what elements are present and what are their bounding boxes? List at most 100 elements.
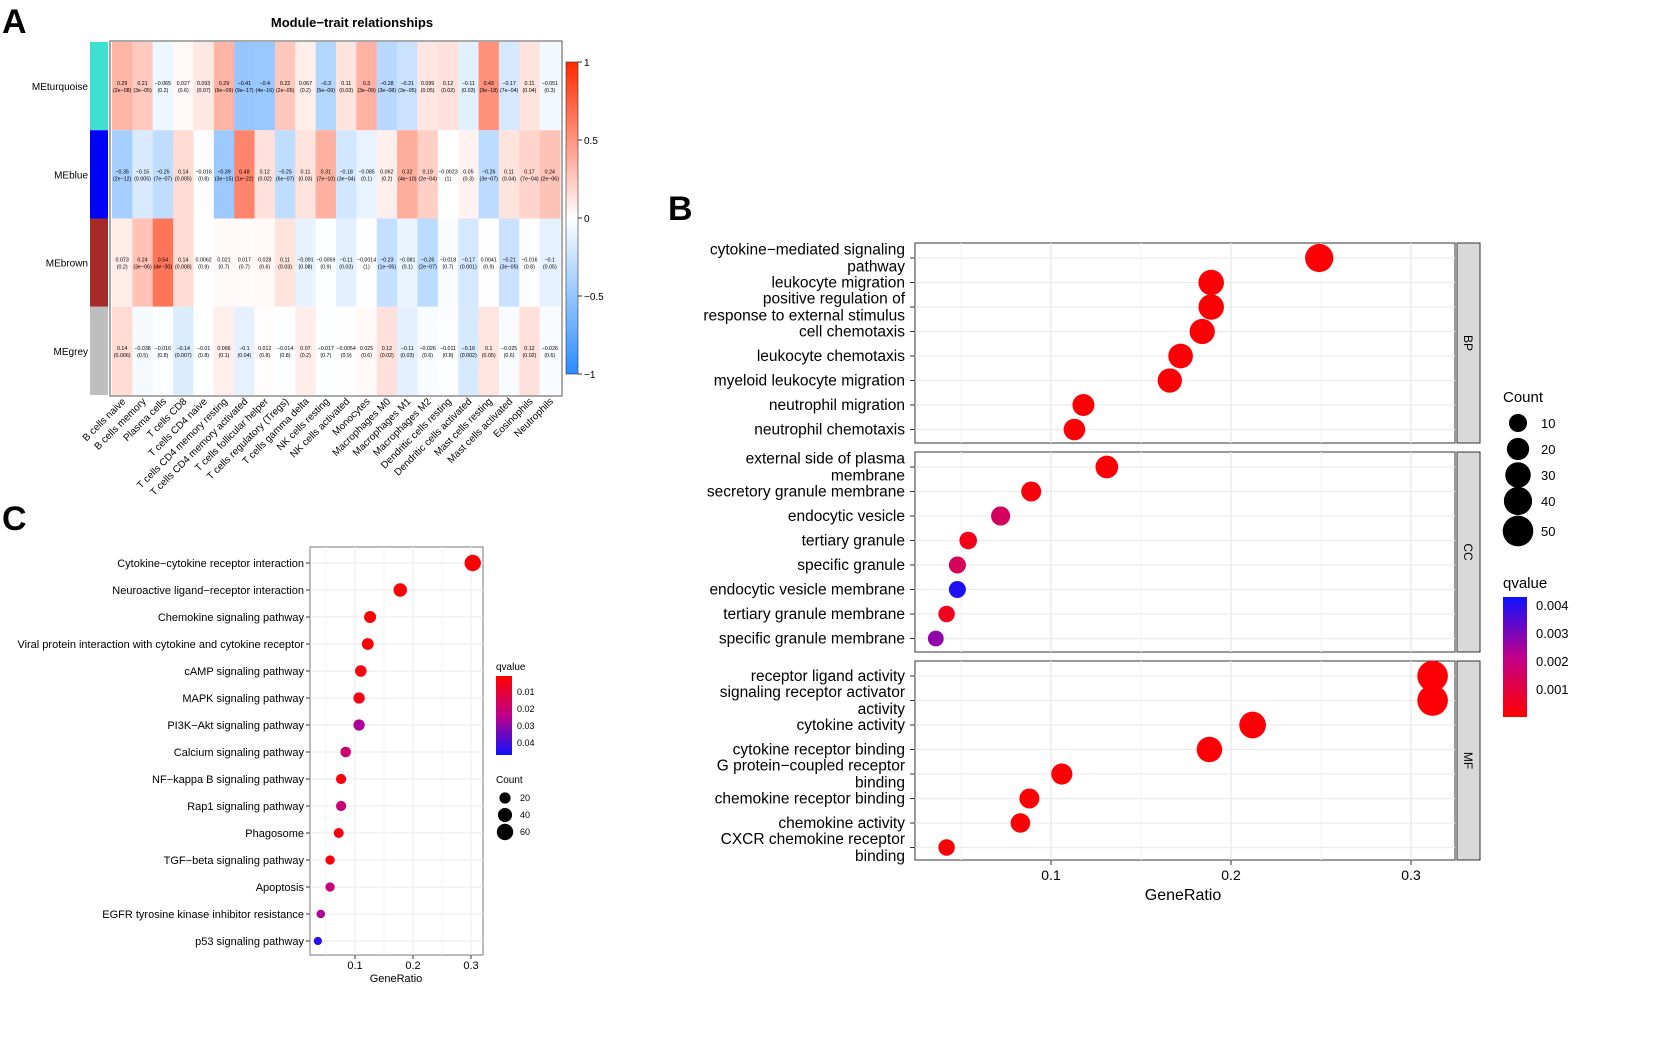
legend-qvalue-label: 0.004 bbox=[1536, 598, 1569, 613]
cell-pvalue: (0.02) bbox=[258, 176, 272, 182]
term-label: secretory granule membrane bbox=[707, 484, 905, 501]
legend-count-circle bbox=[1505, 462, 1531, 488]
term-label: chemokine activity bbox=[778, 815, 905, 832]
legend-qvalue-title: qvalue bbox=[1503, 575, 1547, 592]
legend-count-circle bbox=[1506, 437, 1530, 461]
cell-pvalue: (3e−05) bbox=[500, 265, 519, 271]
cell-pvalue: (3e−15) bbox=[215, 176, 234, 182]
cell-correlation: 0.021 bbox=[217, 258, 230, 264]
heatmap-cell bbox=[376, 42, 398, 131]
heatmap-cell bbox=[376, 130, 398, 219]
heatmap-cell bbox=[336, 218, 357, 307]
cell-pvalue: (0.02) bbox=[441, 88, 455, 94]
cell-correlation: 0.11 bbox=[504, 169, 514, 175]
term-label: pathway bbox=[847, 259, 905, 276]
cell-pvalue: (0.1) bbox=[219, 353, 230, 359]
cell-correlation: −0.01 bbox=[197, 346, 210, 352]
cell-pvalue: (0.007) bbox=[175, 353, 192, 359]
heatmap-cell bbox=[336, 42, 357, 131]
heatmap-cell bbox=[539, 42, 561, 131]
data-point bbox=[316, 909, 326, 919]
data-point bbox=[364, 611, 377, 623]
facet-strip-label: MF bbox=[1461, 752, 1475, 769]
cell-pvalue: (0.02) bbox=[523, 353, 537, 359]
term-label: neutrophil migration bbox=[769, 397, 905, 414]
term-label: MAPK signaling pathway bbox=[182, 693, 304, 705]
cell-correlation: 0.073 bbox=[116, 258, 129, 264]
data-point bbox=[1157, 368, 1182, 393]
heatmap-cell bbox=[274, 42, 296, 131]
cell-pvalue: (0.6) bbox=[544, 353, 555, 359]
term-label: leukocyte chemotaxis bbox=[757, 348, 905, 365]
plot-panel bbox=[309, 546, 484, 956]
cell-correlation: −0.28 bbox=[380, 81, 393, 87]
legend-count-label: 40 bbox=[1541, 494, 1555, 509]
heatmap-cell bbox=[132, 306, 154, 395]
term-label: Apoptosis bbox=[256, 882, 305, 894]
colorbar-label: −1 bbox=[584, 370, 596, 381]
legend-count-label: 60 bbox=[520, 827, 530, 837]
heatmap-cell bbox=[254, 42, 276, 131]
colorbar bbox=[565, 61, 579, 375]
cell-pvalue: (0.6) bbox=[422, 353, 433, 359]
x-tick-label: 0.3 bbox=[1401, 867, 1421, 883]
cell-correlation: −0.21 bbox=[502, 258, 515, 264]
cell-pvalue: (0.04) bbox=[237, 353, 251, 359]
heatmap-cell bbox=[152, 130, 174, 219]
cell-pvalue: (0.7) bbox=[239, 265, 250, 271]
legend-qvalue-label: 0.03 bbox=[517, 721, 535, 731]
heatmap-cell bbox=[356, 218, 378, 307]
data-point bbox=[948, 580, 966, 599]
term-label: G protein−coupled receptor bbox=[717, 758, 905, 775]
cell-pvalue: (4e−30) bbox=[154, 265, 173, 271]
data-point bbox=[335, 773, 347, 785]
panel-letter-c: C bbox=[2, 500, 27, 538]
facet-panel bbox=[914, 242, 1456, 444]
term-label: endocytic vesicle membrane bbox=[709, 582, 905, 599]
data-point bbox=[393, 583, 407, 597]
heatmap-border bbox=[109, 40, 563, 397]
cell-pvalue: (1e−22) bbox=[235, 176, 254, 182]
cell-correlation: 0.14 bbox=[117, 346, 127, 352]
cell-pvalue: (0.04) bbox=[502, 176, 516, 182]
legend-count-label: 50 bbox=[1541, 524, 1555, 539]
cell-pvalue: (0.03) bbox=[400, 353, 414, 359]
data-point bbox=[1417, 685, 1448, 716]
cell-pvalue: (0.7) bbox=[219, 265, 230, 271]
cell-correlation: 0.24 bbox=[545, 169, 555, 175]
data-point bbox=[313, 936, 322, 946]
heatmap-cell bbox=[213, 130, 235, 219]
cell-correlation: −0.11 bbox=[462, 81, 475, 87]
cell-correlation: −0.016 bbox=[155, 346, 171, 352]
legend-count-circle bbox=[499, 792, 511, 804]
heatmap-cell bbox=[519, 42, 541, 131]
facet-strip-label: CC bbox=[1461, 543, 1475, 561]
cell-pvalue: (0.8) bbox=[157, 353, 168, 359]
data-point bbox=[353, 692, 365, 704]
heatmap-cell bbox=[193, 218, 215, 307]
heatmap-cell bbox=[498, 218, 520, 307]
heatmap-cell bbox=[193, 306, 215, 395]
data-point bbox=[361, 638, 374, 650]
term-label: membrane bbox=[831, 468, 905, 485]
facet-strip bbox=[1456, 451, 1481, 653]
term-label: binding bbox=[855, 848, 905, 865]
cell-correlation: −0.26 bbox=[421, 258, 434, 264]
cell-correlation: 0.29 bbox=[117, 81, 127, 87]
cell-pvalue: (0.6) bbox=[259, 265, 270, 271]
cell-pvalue: (6e−07) bbox=[276, 176, 295, 182]
heatmap-cell bbox=[458, 218, 480, 307]
cell-correlation: −0.26 bbox=[482, 169, 495, 175]
heatmap-cell bbox=[417, 218, 439, 307]
data-point bbox=[959, 531, 977, 550]
panel-letter-a: A bbox=[2, 3, 27, 41]
term-label: cell chemotaxis bbox=[799, 324, 905, 341]
term-label: receptor ligand activity bbox=[751, 668, 905, 685]
x-axis-label: GeneRatio bbox=[1145, 887, 1222, 904]
data-point bbox=[1019, 788, 1040, 809]
cell-correlation: −0.1 bbox=[545, 258, 556, 264]
heatmap-cell bbox=[152, 306, 174, 395]
heatmap-cell bbox=[376, 218, 398, 307]
cell-pvalue: (9e−09) bbox=[215, 88, 234, 94]
data-point bbox=[355, 665, 367, 677]
